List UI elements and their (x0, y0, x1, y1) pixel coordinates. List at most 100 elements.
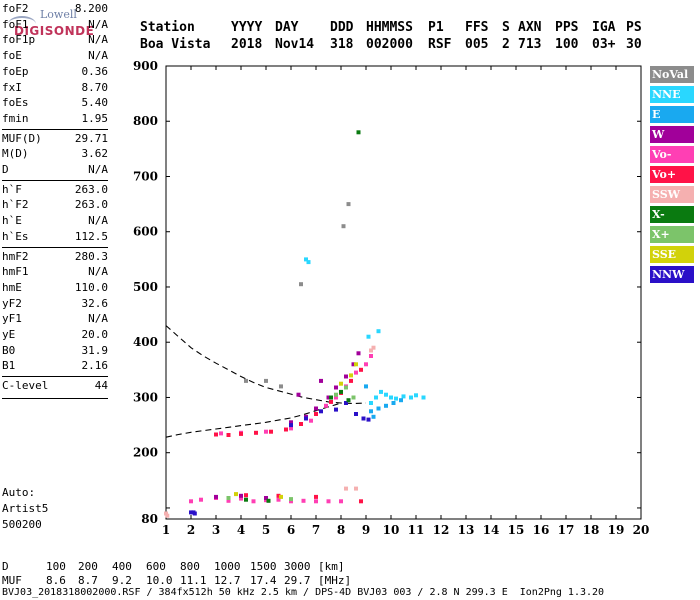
legend-item: SSW (650, 186, 694, 203)
echo-point (296, 392, 301, 397)
param-value: 31.9 (81, 343, 109, 357)
header-label-yyyy: YYYY (231, 20, 263, 35)
echo-point (264, 498, 268, 503)
lowell-digisonde-logo: Lowell DIGISONDE (8, 8, 94, 44)
echo-point (369, 401, 373, 405)
param-row: foEp 0.36 (2, 65, 108, 81)
param-row: fxI 8.70 (2, 81, 108, 97)
footer-d-value: 1000 (214, 560, 241, 573)
param-name: h`E (2, 214, 22, 228)
param-row: hmE 110.0 (2, 281, 108, 297)
param-row: B0 31.9 (2, 344, 108, 360)
echo-point (339, 381, 343, 386)
footer-d-value: 600 (146, 560, 166, 573)
param-name: foE (2, 49, 22, 63)
echo-point (344, 401, 348, 405)
param-row: foF2 8.200 (2, 2, 108, 18)
logo-lowell-text: Lowell (40, 8, 77, 21)
header-label-s: S (502, 20, 510, 35)
param-value: 110.0 (74, 280, 108, 294)
param-value: 20.0 (81, 328, 109, 341)
echo-point (334, 385, 338, 390)
echo-point (226, 498, 231, 503)
echo-point (319, 378, 323, 383)
param-value: N/A (88, 49, 108, 63)
echo-point (244, 493, 248, 498)
y-tick-label: 600 (133, 225, 158, 239)
echo-point (251, 499, 256, 504)
echo-point (266, 498, 271, 503)
header-label-station: Station (140, 20, 195, 35)
y-tick-label: 80 (141, 512, 158, 526)
header-value-ffs: 005 (465, 37, 489, 52)
echo-point (199, 497, 203, 502)
header-value-axn: 713 (518, 37, 542, 52)
x-tick-label: 5 (262, 523, 270, 537)
param-name: foEp (2, 64, 29, 78)
footer-d-value: 3000 (284, 560, 311, 573)
echo-point (326, 395, 331, 400)
echo-point (379, 389, 383, 394)
y-tick-label: 800 (133, 114, 158, 128)
param-name: foEs (2, 96, 29, 110)
echo-point (366, 334, 371, 339)
param-row: M(D) 3.62 (2, 147, 108, 163)
legend-item: X- (650, 206, 694, 223)
param-name: hmF1 (2, 265, 29, 279)
header-value-hhmmss: 002000 (366, 37, 413, 52)
param-name: foF1p (2, 33, 36, 47)
x-tick-label: 1 (162, 523, 170, 537)
footer-d-value: 200 (78, 560, 98, 573)
param-row: foF1p N/A (2, 33, 108, 49)
param-value: 32.6 (81, 296, 109, 310)
logo-digisonde-text: DIGISONDE (14, 24, 95, 38)
header-value-ps: 30 (626, 37, 642, 52)
y-tick-label: 700 (133, 169, 158, 183)
echo-point (289, 497, 293, 502)
echo-point (244, 497, 248, 502)
legend-item: Vo+ (650, 166, 694, 183)
echo-point (361, 416, 366, 421)
header-label-ffs: FFS (465, 20, 489, 35)
autoscaler-name: Artist5 (2, 502, 49, 515)
param-row: hmF2 280.3 (2, 250, 108, 266)
param-name: foF2 (2, 2, 29, 15)
echo-point (364, 362, 368, 367)
param-value: 263.0 (74, 198, 108, 212)
param-row: yE 20.0 (2, 328, 108, 344)
footer-d-label: D (2, 560, 9, 573)
header-value-s: 2 (502, 37, 510, 52)
param-name: h`Es (2, 229, 29, 243)
echo-point (349, 378, 353, 383)
header-label-pps: PPS (555, 20, 579, 35)
param-name: fmin (2, 111, 29, 125)
param-value: 8.200 (74, 2, 108, 15)
param-value: 2.16 (81, 359, 109, 373)
param-row: foF1 N/A (2, 18, 108, 34)
echo-point (344, 486, 348, 491)
echo-point (289, 426, 293, 431)
echo-point (354, 486, 358, 491)
x-tick-label: 7 (312, 523, 320, 537)
echo-point (226, 496, 231, 500)
param-name: hmE (2, 280, 22, 294)
echo-point (289, 423, 293, 428)
param-name: C-level (2, 379, 49, 393)
echo-point (369, 409, 373, 414)
x-tick-label: 18 (583, 523, 600, 537)
autoscaler-version: 500200 (2, 518, 42, 531)
footer-d-value: 800 (180, 560, 200, 573)
footer-d-unit: [km] (318, 560, 345, 573)
param-value: 0.36 (81, 64, 109, 78)
echo-point (329, 395, 333, 400)
param-row: C-level 44 (2, 379, 108, 395)
param-value: N/A (88, 17, 108, 31)
echo-point (334, 395, 338, 400)
param-row: h`F2 263.0 (2, 198, 108, 214)
param-separator (2, 397, 108, 399)
echo-point (414, 393, 418, 398)
header-label-p1: P1 (428, 20, 444, 35)
echo-point (314, 406, 318, 411)
echo-point (269, 429, 273, 434)
